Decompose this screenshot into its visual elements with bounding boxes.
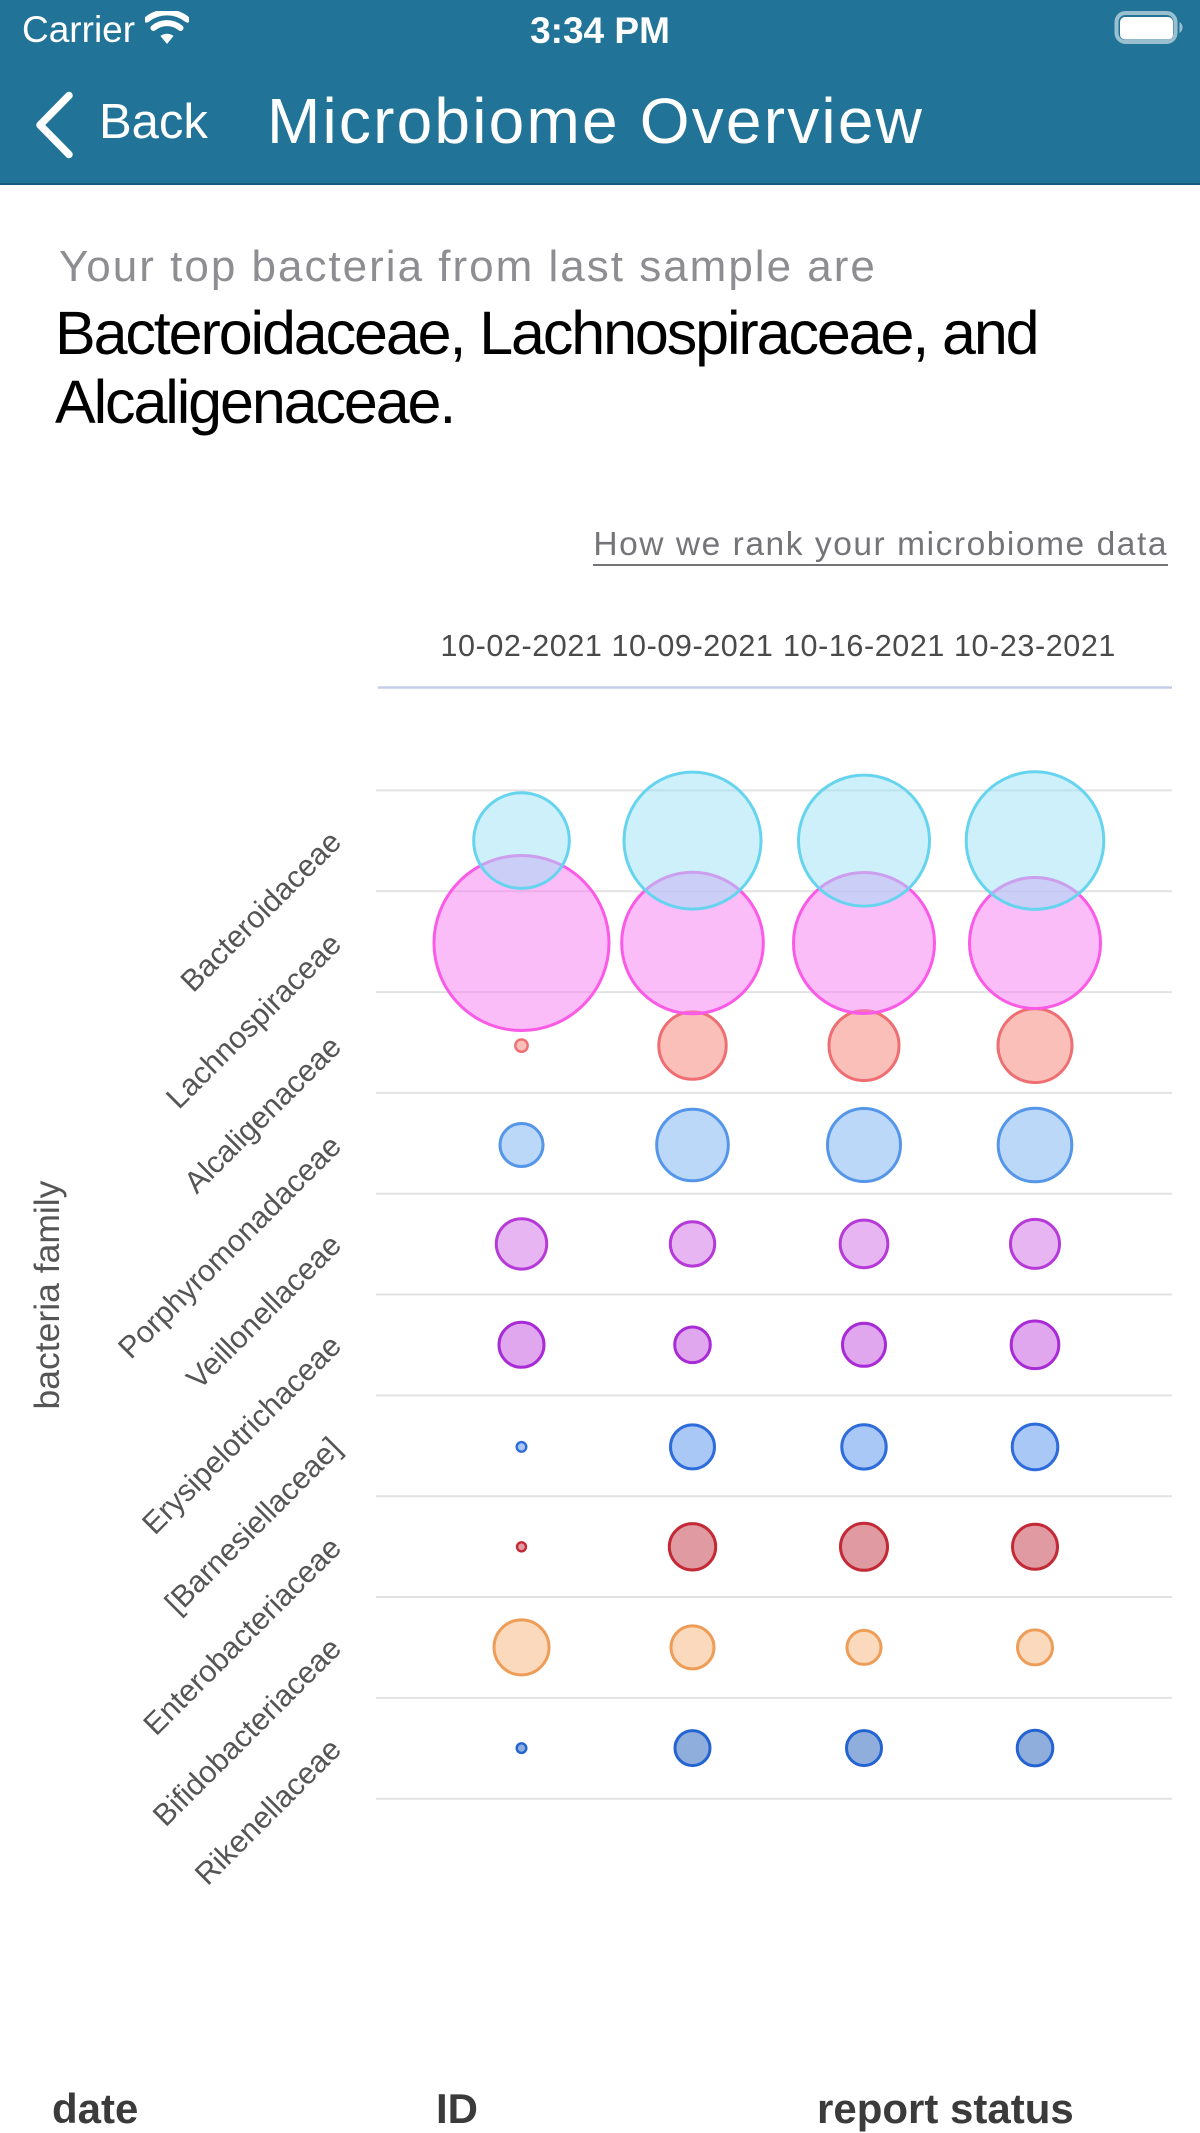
svg-text:Enterobacteriaceae: Enterobacteriaceae — [137, 1531, 348, 1742]
svg-text:Lachnospiraceae: Lachnospiraceae — [160, 927, 348, 1115]
svg-text:10-16-2021: 10-16-2021 — [783, 629, 945, 663]
svg-text:10-02-2021: 10-02-2021 — [440, 629, 602, 663]
svg-text:10-09-2021: 10-09-2021 — [611, 629, 773, 663]
svg-text:10-23-2021: 10-23-2021 — [954, 629, 1116, 663]
svg-text:[Barnesiellaceae]: [Barnesiellaceae] — [158, 1431, 347, 1620]
svg-text:bacteria family: bacteria family — [27, 1180, 67, 1409]
svg-text:Erysipelotrichaceae: Erysipelotrichaceae — [136, 1329, 348, 1541]
svg-text:Bifidobacteriaceae: Bifidobacteriaceae — [146, 1631, 347, 1832]
